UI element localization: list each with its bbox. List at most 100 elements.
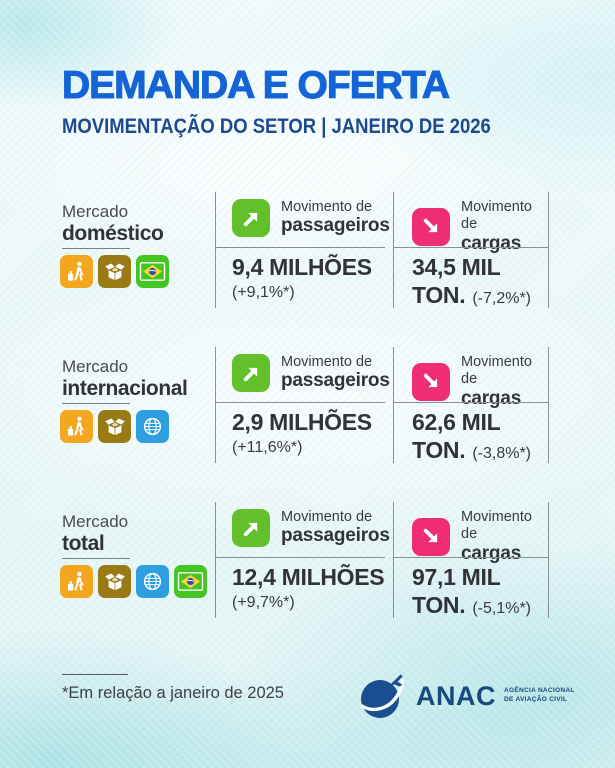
- passengers-label-top: Movimento de: [281, 199, 373, 215]
- market-label: Mercado internacional: [62, 357, 188, 401]
- anac-wordmark: ANAC: [416, 680, 496, 711]
- passengers-header: Movimento de passageiros: [232, 354, 390, 393]
- market-prefix: Mercado: [62, 202, 129, 221]
- cargo-value-main: 97,1 MIL: [412, 564, 501, 590]
- cargo-label-top: Movimento de: [461, 509, 532, 543]
- cargo-value-main: 34,5 MIL: [412, 254, 501, 280]
- globe-icon: [136, 565, 169, 598]
- arrow-down-right-icon: [412, 207, 450, 246]
- passengers-value-delta: (+11,6%*): [232, 438, 303, 456]
- market-label: Mercado total: [62, 512, 129, 556]
- market-icons: [60, 255, 169, 288]
- cargo-stat: Movimento de cargas 34,5 MIL TON. (-7,2%…: [393, 192, 548, 308]
- market-row-domestico: Mercado doméstico Movimento de passageir…: [0, 192, 615, 308]
- cargo-label: Movimento de cargas: [461, 354, 548, 410]
- divider: [393, 347, 394, 463]
- cargo-label-top: Movimento de: [461, 354, 532, 388]
- arrow-down-right-icon: [412, 517, 450, 556]
- page-title: DEMANDA E OFERTA: [61, 63, 450, 107]
- brazil-flag-icon: [136, 255, 169, 288]
- passengers-value-main: 2,9 MILHÕES: [232, 409, 372, 435]
- divider: [62, 403, 130, 404]
- divider: [393, 247, 548, 248]
- cargo-value-line2: TON. (-3,8%*): [412, 437, 531, 464]
- cargo-value-line2: TON. (-5,1%*): [412, 592, 531, 619]
- divider: [393, 557, 548, 558]
- passengers-value-main: 12,4 MILHÕES: [232, 564, 385, 590]
- cargo-header: Movimento de cargas: [412, 354, 548, 410]
- divider: [215, 247, 385, 248]
- passengers-label-bottom: passageiros: [281, 525, 390, 547]
- divider: [62, 248, 130, 249]
- cargo-label-bottom: cargas: [461, 542, 522, 564]
- market-name: internacional: [62, 376, 188, 400]
- anac-tagline-line1: AGÊNCIA NACIONAL: [504, 687, 575, 695]
- cargo-unit: TON.: [412, 591, 466, 618]
- passengers-label-bottom: passageiros: [281, 370, 390, 392]
- divider: [215, 192, 216, 308]
- divider: [393, 402, 548, 403]
- market-prefix: Mercado: [62, 512, 129, 531]
- cargo-value-main: 62,6 MIL: [412, 409, 501, 435]
- divider: [215, 347, 216, 463]
- cargo-stat: Movimento de cargas 62,6 MIL TON. (-3,8%…: [393, 347, 548, 463]
- cargo-unit: TON.: [412, 281, 466, 308]
- anac-tagline-line2: DE AVIAÇÃO CIVIL: [504, 696, 568, 703]
- passengers-value: 9,4 MILHÕES (+9,1%*): [232, 254, 372, 302]
- footnote: *Em relação a janeiro de 2025: [62, 684, 284, 702]
- traveler-icon: [60, 565, 93, 598]
- cargo-value: 62,6 MIL TON. (-3,8%*): [412, 409, 531, 464]
- cargo-box-icon: [98, 255, 131, 288]
- passengers-label: Movimento de passageiros: [281, 199, 390, 237]
- passengers-label-top: Movimento de: [281, 354, 373, 370]
- cargo-value-delta: (-7,2%*): [472, 289, 532, 307]
- arrow-up-right-icon: [232, 199, 270, 238]
- cargo-box-icon: [98, 565, 131, 598]
- market-prefix: Mercado: [62, 357, 129, 376]
- cargo-value-delta: (-3,8%*): [472, 444, 532, 462]
- anac-logo: ANAC AGÊNCIA NACIONAL DE AVIAÇÃO CIVIL: [356, 670, 575, 722]
- divider: [215, 402, 385, 403]
- divider: [215, 557, 385, 558]
- passengers-value: 12,4 MILHÕES (+9,7%*): [232, 564, 385, 612]
- page-subtitle: MOVIMENTAÇÃO DO SETOR | JANEIRO DE 2026: [62, 114, 491, 138]
- cargo-value: 34,5 MIL TON. (-7,2%*): [412, 254, 531, 309]
- market-icons: [60, 565, 207, 598]
- divider: [548, 502, 549, 618]
- cargo-value-line2: TON. (-7,2%*): [412, 282, 531, 309]
- divider: [548, 192, 549, 308]
- market-name: total: [62, 531, 105, 555]
- passengers-label: Movimento de passageiros: [281, 509, 390, 547]
- divider: [62, 558, 130, 559]
- cargo-label: Movimento de cargas: [461, 509, 548, 565]
- divider: [393, 192, 394, 308]
- cargo-label: Movimento de cargas: [461, 199, 548, 255]
- cargo-value-delta: (-5,1%*): [472, 599, 532, 617]
- anac-tagline: AGÊNCIA NACIONAL DE AVIAÇÃO CIVIL: [504, 687, 575, 705]
- passengers-stat: Movimento de passageiros 12,4 MILHÕES (+…: [215, 502, 393, 618]
- passengers-header: Movimento de passageiros: [232, 509, 390, 548]
- arrow-up-right-icon: [232, 354, 270, 393]
- passengers-value-main: 9,4 MILHÕES: [232, 254, 372, 280]
- cargo-header: Movimento de cargas: [412, 199, 548, 255]
- market-row-total: Mercado total Movimento de passageiros 1…: [0, 502, 615, 618]
- passengers-value-delta: (+9,1%*): [232, 283, 295, 301]
- arrow-down-right-icon: [412, 362, 450, 401]
- cargo-label-bottom: cargas: [461, 232, 522, 254]
- passengers-label-top: Movimento de: [281, 509, 373, 525]
- cargo-label-bottom: cargas: [461, 387, 522, 409]
- divider: [393, 502, 394, 618]
- divider: [548, 347, 549, 463]
- passengers-header: Movimento de passageiros: [232, 199, 390, 238]
- divider: [62, 674, 128, 675]
- traveler-icon: [60, 255, 93, 288]
- cargo-label-top: Movimento de: [461, 199, 532, 233]
- cargo-stat: Movimento de cargas 97,1 MIL TON. (-5,1%…: [393, 502, 548, 618]
- cargo-header: Movimento de cargas: [412, 509, 548, 565]
- passengers-stat: Movimento de passageiros 9,4 MILHÕES (+9…: [215, 192, 393, 308]
- market-row-internacional: Mercado internacional Movimento de passa…: [0, 347, 615, 463]
- cargo-value: 97,1 MIL TON. (-5,1%*): [412, 564, 531, 619]
- market-name: doméstico: [62, 221, 164, 245]
- anac-globe-airplane-icon: [356, 670, 408, 722]
